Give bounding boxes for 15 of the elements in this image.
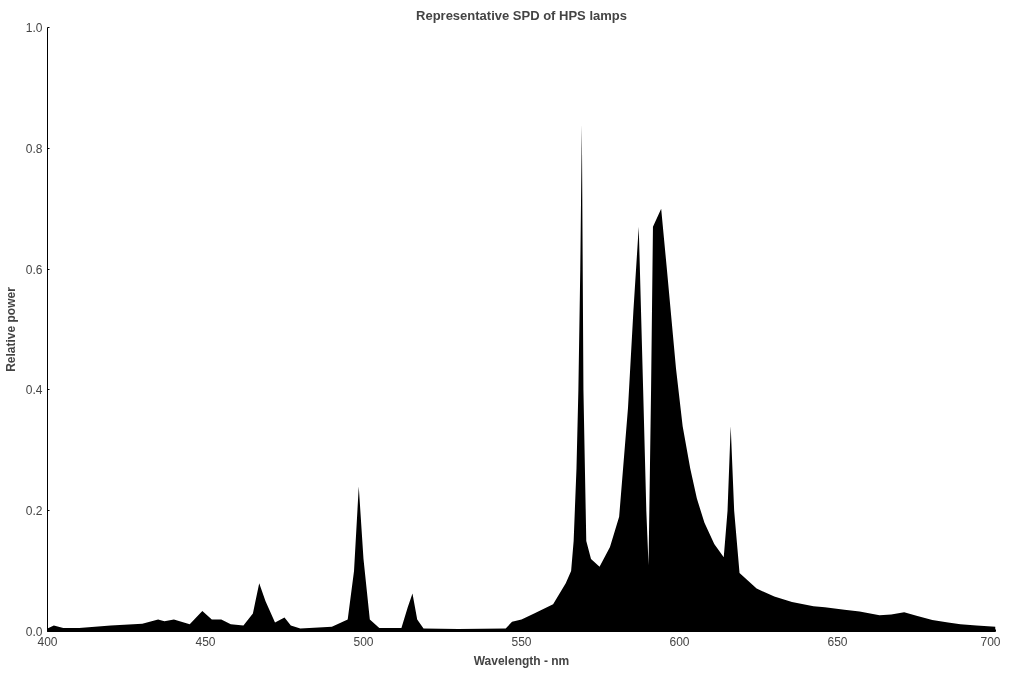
y-axis-title: Relative power <box>3 286 18 372</box>
x-axis-title: Wavelength - nm <box>473 653 570 668</box>
x-tick-label: 600 <box>669 634 690 649</box>
x-tick-label: 700 <box>980 634 1001 649</box>
y-tick-label: 0.0 <box>25 625 43 639</box>
y-tick-label: 0.8 <box>25 141 43 156</box>
x-tick-label: 450 <box>195 634 216 649</box>
y-tick-label: 0.6 <box>25 262 43 277</box>
x-tick-label: 500 <box>353 634 374 649</box>
x-tick-label: 650 <box>827 634 848 649</box>
y-tick-label: 0.4 <box>25 383 43 398</box>
y-tick-label: 0.2 <box>25 504 43 519</box>
chart-title: Representative SPD of HPS lamps <box>416 7 627 23</box>
x-tick-label: 550 <box>511 634 532 649</box>
y-tick-label: 1.0 <box>25 21 43 35</box>
